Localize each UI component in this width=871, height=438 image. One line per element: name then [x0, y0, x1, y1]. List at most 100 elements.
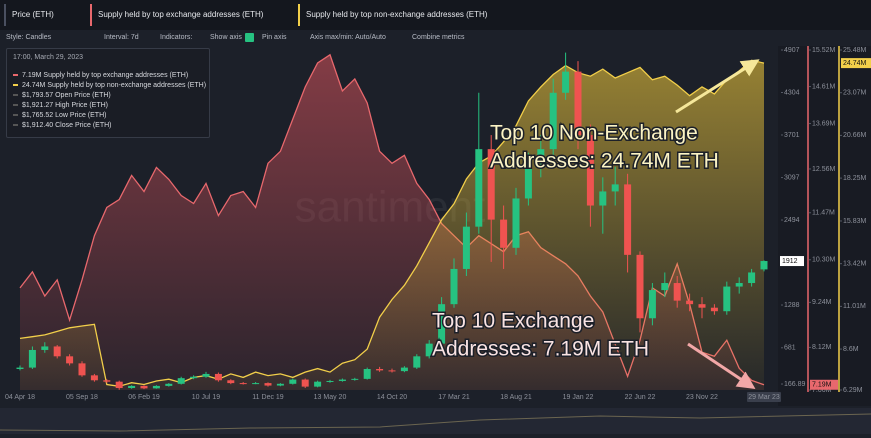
tooltip-row: $1,765.52 Low Price (ETH): [13, 111, 106, 121]
candle-body: [537, 149, 545, 164]
candle-body: [16, 367, 24, 370]
y-tick-label: 6.29M: [843, 387, 863, 394]
interval-select[interactable]: Interval: 7d: [104, 34, 139, 41]
last-value-label: 7.19M: [812, 382, 832, 389]
y-tick-label: 3097: [784, 174, 800, 181]
style-select[interactable]: Style: Candles: [6, 34, 52, 41]
candle-body: [661, 283, 669, 291]
annotation: Addresses: 7.19M ETH: [432, 338, 649, 361]
candle-body: [400, 367, 408, 372]
tooltip-value: $1,912.40: [22, 122, 54, 129]
tooltip-value: 24.74M: [22, 82, 46, 89]
tooltip-label: Supply held by top exchange addresses (E…: [43, 72, 189, 79]
y-tick-label: 4304: [784, 89, 800, 96]
x-tick-label: 19 Jan 22: [563, 394, 594, 401]
tab[interactable]: Supply held by top exchange addresses (E…: [90, 4, 294, 26]
candle-body: [152, 385, 160, 389]
y-tick-label: 681: [784, 345, 796, 352]
tooltip-row: 7.19M Supply held by top exchange addres…: [13, 71, 188, 81]
area-line: [19, 59, 765, 387]
candle-body: [239, 383, 247, 385]
candle-body: [214, 373, 222, 381]
candle-body: [376, 369, 384, 371]
tooltip-value: $1,765.52: [22, 112, 54, 119]
candle-body: [103, 380, 111, 382]
candle-body: [227, 380, 235, 384]
candle-body: [698, 304, 706, 308]
axis-panel: [778, 46, 871, 406]
last-value-box: [841, 58, 871, 69]
y-tick-label: 20.66M: [843, 132, 867, 139]
tooltip-label: Open Price (ETH): [55, 92, 111, 99]
tab-bar: [0, 0, 871, 30]
candle-body: [28, 349, 36, 368]
candle-body: [574, 71, 582, 136]
tooltip-value: $1,793.57: [22, 92, 54, 99]
y-tick-label: 15.52M: [812, 47, 836, 54]
x-tick-label: 17 Mar 21: [438, 394, 470, 401]
candle-body: [413, 356, 421, 368]
candle-body: [760, 261, 768, 270]
candle-body: [177, 378, 185, 384]
axis-maxmin[interactable]: Axis max/min: Auto/Auto: [310, 34, 386, 41]
x-tick-label: 13 May 20: [314, 394, 347, 401]
annotation: Top 10 Exchange: [432, 310, 594, 333]
candle-body: [115, 381, 123, 389]
candle-body: [314, 381, 322, 387]
candle-body: [512, 198, 520, 248]
candle-body: [549, 92, 557, 150]
tooltip-row: 24.74M Supply held by top non-exchange a…: [13, 81, 206, 91]
candle-body: [611, 184, 619, 192]
candle-body: [165, 383, 173, 386]
candle-body: [636, 254, 644, 319]
annotation: Top 10 Non-Exchange: [490, 122, 698, 145]
y-tick-label: 14.61M: [812, 83, 836, 90]
y-tick-label: 15.83M: [843, 218, 867, 225]
navigator[interactable]: [0, 408, 871, 434]
y-tick-label: 13.42M: [843, 261, 867, 268]
x-tick-label: 18 Aug 21: [500, 394, 532, 401]
candle-body: [388, 370, 396, 372]
x-tick-label: 05 Sep 18: [66, 394, 98, 401]
last-value-label: 1912: [782, 258, 798, 265]
candle-body: [252, 383, 260, 385]
pin-axis[interactable]: Pin axis: [262, 34, 287, 41]
candle-body: [450, 268, 458, 305]
last-value-box: [810, 379, 838, 390]
tooltip: 17:00, March 29, 2023 7.19M Supply held …: [6, 48, 210, 138]
candle-body: [710, 307, 718, 312]
candle-body: [301, 379, 309, 387]
annotation: Addresses: 24.74M ETH: [490, 150, 719, 173]
x-tick-label: 29 Mar 23: [748, 394, 780, 401]
candle-body: [289, 379, 297, 384]
tab[interactable]: Supply held by top non-exchange addresse…: [298, 4, 502, 26]
candle-body: [90, 375, 98, 381]
checkbox[interactable]: [245, 33, 254, 42]
last-value-box: [780, 256, 804, 267]
tooltip-label: High Price (ETH): [55, 102, 109, 109]
candle-body: [599, 191, 607, 206]
indicators[interactable]: Indicators:: [160, 34, 193, 41]
navigator-line: [0, 413, 871, 432]
y-tick-label: 8.12M: [812, 344, 832, 351]
candle-body: [562, 71, 570, 93]
candle-body: [686, 300, 694, 305]
candle-body: [351, 378, 359, 380]
x-tick-label: 10 Jul 19: [192, 394, 221, 401]
tooltip-label: Close Price (ETH): [55, 122, 112, 129]
candle-body: [326, 380, 334, 382]
x-tick-label: 14 Oct 20: [377, 394, 407, 401]
arrow: [687, 342, 756, 389]
y-tick-label: 1288: [784, 302, 800, 309]
candle-body: [735, 283, 743, 287]
tooltip-label: Supply held by top non-exchange addresse…: [47, 82, 207, 89]
tooltip-time: 17:00, March 29, 2023: [13, 54, 84, 61]
tab[interactable]: Price (ETH): [4, 4, 88, 26]
y-tick-label: 7.06M: [812, 387, 832, 394]
combine-metrics[interactable]: Combine metrics: [412, 34, 465, 41]
show-axis[interactable]: Show axis: [210, 34, 242, 41]
y-tick-label: 23.07M: [843, 90, 867, 97]
candle-body: [475, 149, 483, 227]
